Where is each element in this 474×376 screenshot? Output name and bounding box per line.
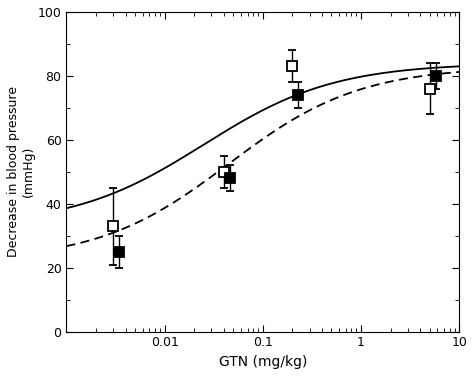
X-axis label: GTN (mg/kg): GTN (mg/kg) [219, 355, 307, 369]
Y-axis label: Decrease in blood pressure
(mmHg): Decrease in blood pressure (mmHg) [7, 86, 35, 257]
